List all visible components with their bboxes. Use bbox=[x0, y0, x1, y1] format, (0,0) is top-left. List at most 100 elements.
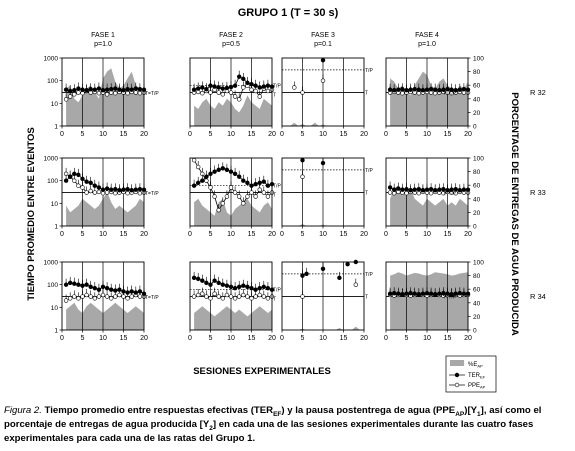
x-tick-label: 5 bbox=[209, 131, 213, 138]
caption-text-2: ) y la pausa postentrega de agua (PPE bbox=[281, 405, 456, 416]
ter-point bbox=[137, 289, 143, 294]
ter-point bbox=[265, 83, 271, 88]
y-tick-label-left: 1 bbox=[54, 224, 58, 231]
figure-chart: GRUPO 1 (T = 30 s) FASE 1 p=1.0 FASE 2 p=0.… bbox=[26, 7, 546, 393]
x-tick-label: 10 bbox=[423, 131, 431, 138]
ter-point bbox=[433, 187, 438, 193]
ter-point bbox=[212, 278, 217, 283]
ter-point bbox=[453, 187, 458, 192]
ter-point bbox=[408, 291, 413, 296]
ref-label-tp: T/P bbox=[365, 68, 373, 74]
ter-point bbox=[108, 187, 114, 192]
ppe-point bbox=[241, 292, 246, 298]
y-tick-label-left: 100 bbox=[47, 178, 58, 185]
ter-point bbox=[249, 183, 254, 188]
x-tick-label: 10 bbox=[99, 335, 107, 342]
ppe-point bbox=[88, 188, 93, 194]
ter-point bbox=[416, 187, 421, 192]
ter-point bbox=[416, 87, 421, 92]
y-tick-label-right: 0 bbox=[473, 224, 477, 231]
ter-point bbox=[104, 186, 110, 191]
panel-r2-f1: 0 5 10 15 20 1000 100 10 1 T=T/P bbox=[44, 156, 160, 239]
ter-point bbox=[104, 87, 110, 92]
legend-sub-ter: EF bbox=[480, 375, 486, 380]
phase-prob-1: p=1.0 bbox=[94, 41, 112, 48]
ppe-point bbox=[212, 194, 217, 199]
ppe-point bbox=[265, 194, 271, 199]
ppe-point bbox=[300, 174, 305, 179]
ppe-point bbox=[84, 190, 89, 195]
ter-point bbox=[220, 282, 226, 287]
ter-point bbox=[300, 273, 305, 278]
ppe-point bbox=[300, 294, 305, 299]
x-tick-label: 5 bbox=[301, 131, 305, 138]
x-tick-label: 10 bbox=[227, 231, 235, 238]
panel-r1-f3: 0 5 10 15 20 T/P T bbox=[280, 57, 373, 138]
ter-point bbox=[67, 280, 73, 286]
ppe-point bbox=[257, 187, 262, 192]
ter-point bbox=[88, 284, 93, 290]
pct-area bbox=[390, 185, 468, 226]
ter-point bbox=[457, 291, 462, 296]
x-tick-label: 20 bbox=[268, 335, 276, 342]
phase-label-1: FASE 1 bbox=[91, 32, 115, 39]
x-tick-label: 20 bbox=[360, 335, 368, 342]
ppe-point bbox=[253, 194, 258, 199]
ter-point bbox=[129, 289, 134, 294]
ppe-point bbox=[100, 292, 106, 298]
ppe-point bbox=[88, 294, 93, 299]
phase-label-4: FASE 4 bbox=[415, 32, 439, 39]
ref-label-t: T bbox=[365, 91, 368, 97]
ter-point bbox=[216, 280, 221, 286]
phase-label-2: FASE 2 bbox=[219, 32, 243, 39]
x-tick-label: 5 bbox=[301, 335, 305, 342]
ter-point bbox=[137, 87, 143, 92]
ppe-point bbox=[104, 92, 110, 97]
pct-area bbox=[194, 306, 272, 330]
ter-point bbox=[245, 180, 250, 186]
ppe-point bbox=[92, 190, 98, 195]
ppe-point bbox=[253, 88, 258, 94]
caption-text-5: ] en cada una de las sesiones experiment… bbox=[4, 419, 534, 444]
ter-point bbox=[416, 291, 421, 297]
ter-point bbox=[428, 87, 434, 92]
x-tick-label: 0 bbox=[60, 231, 64, 238]
ref-label-ttp: T=T/P bbox=[443, 191, 456, 197]
ter-point bbox=[261, 284, 266, 290]
pct-area bbox=[194, 198, 272, 226]
ter-point bbox=[117, 87, 122, 92]
ter-point bbox=[200, 278, 205, 283]
x-tick-label: 5 bbox=[405, 131, 409, 138]
ter-point bbox=[100, 187, 106, 192]
y-tick-label-right: 20 bbox=[473, 314, 481, 321]
ter-point bbox=[133, 290, 139, 295]
ter-point bbox=[129, 87, 134, 92]
ppe-point bbox=[220, 201, 226, 206]
pct-area bbox=[66, 68, 144, 126]
y-tick-label-left: 1 bbox=[54, 124, 58, 131]
x-tick-label: 5 bbox=[301, 231, 305, 238]
x-tick-label: 15 bbox=[340, 335, 348, 342]
ter-point bbox=[392, 291, 397, 296]
y-tick-label-right: 80 bbox=[473, 69, 481, 76]
ppe-point bbox=[104, 294, 110, 299]
x-tick-label: 5 bbox=[81, 231, 85, 238]
ter-point bbox=[408, 87, 413, 92]
ter-point bbox=[412, 291, 417, 296]
x-tick-label: 10 bbox=[227, 131, 235, 138]
x-tick-label: 0 bbox=[60, 335, 64, 342]
x-tick-label: 0 bbox=[384, 335, 388, 342]
ppe-point bbox=[245, 194, 250, 199]
ppe-point bbox=[292, 85, 297, 90]
ter-point bbox=[396, 87, 401, 92]
ter-point bbox=[387, 87, 393, 92]
x-tick-label: 15 bbox=[120, 335, 128, 342]
ref-label-ttp: T=T/P bbox=[145, 191, 159, 197]
ppe-point bbox=[204, 294, 209, 299]
ter-point bbox=[208, 83, 213, 88]
x-tick-label: 0 bbox=[280, 131, 284, 138]
ter-point bbox=[437, 87, 442, 93]
ter-point bbox=[237, 284, 242, 290]
ppe-point bbox=[196, 292, 201, 298]
x-tick-label: 15 bbox=[120, 131, 128, 138]
